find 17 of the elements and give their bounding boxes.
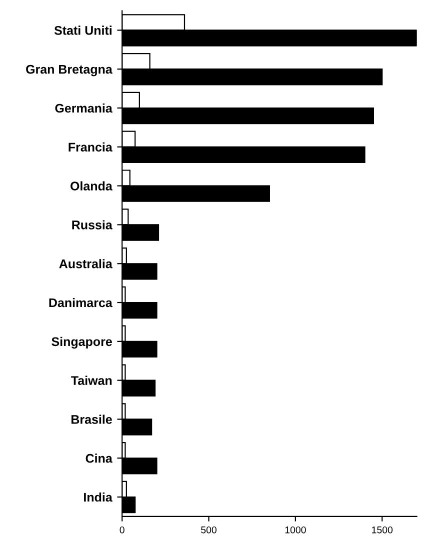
y-tick-label: Stati Uniti bbox=[54, 26, 112, 35]
y-tick-label: Gran Bretagna bbox=[26, 64, 112, 76]
x-tick-label: 500 bbox=[201, 526, 216, 534]
y-tick-label: Cina bbox=[86, 454, 112, 463]
y-tick-label: Russia bbox=[72, 220, 112, 230]
y-tick-label: Australia bbox=[59, 259, 112, 268]
y-tick-label: Germania bbox=[55, 103, 112, 113]
y-tick-label: Taiwan bbox=[71, 376, 112, 385]
x-tick-label: 0 bbox=[120, 526, 124, 534]
y-tick-label: Danimarca bbox=[49, 298, 112, 308]
y-tick-label: Brasile bbox=[72, 414, 112, 424]
y-tick-label: Singapore bbox=[52, 336, 112, 349]
y-tick-label: Olanda bbox=[70, 181, 112, 190]
y-tick-label: Francia bbox=[68, 142, 112, 152]
y-tick-label: India bbox=[84, 492, 112, 502]
x-tick-label: 1000 bbox=[285, 526, 306, 534]
x-tick-label: 1500 bbox=[372, 526, 393, 534]
